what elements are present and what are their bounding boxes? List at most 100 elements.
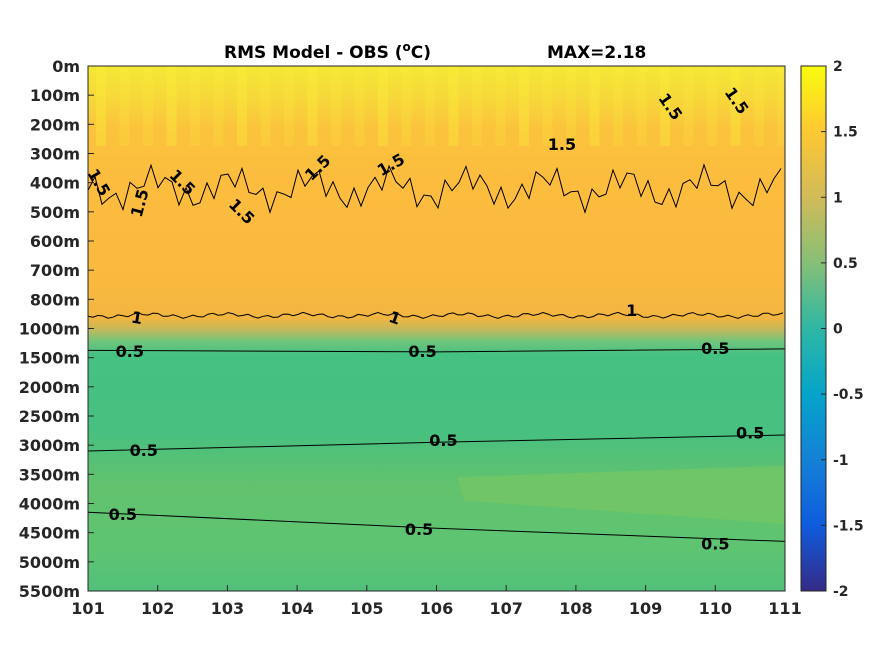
field-streak [401, 66, 412, 146]
colorbar-tick-label: 1 [833, 190, 843, 206]
colorbar-tick-label: -2 [833, 584, 849, 600]
contour-lines [88, 163, 785, 542]
y-tick-label: 5000m [19, 553, 80, 572]
y-tick-label: 300m [30, 145, 80, 164]
x-tick-label: 107 [489, 599, 522, 618]
y-tick-label: 800m [30, 290, 80, 309]
field-streak [425, 66, 435, 146]
field-streak [495, 66, 506, 146]
contour-0.5 [88, 511, 785, 542]
x-tick-label: 109 [629, 599, 662, 618]
contour-label-text: 0.5 [405, 520, 433, 539]
y-tick-label: 4500m [19, 524, 80, 543]
colorbar-tick-label: 0.5 [833, 256, 858, 272]
colorbar-ticks: 2 1.5 1 0.5 0 -0.5 -1 -1.5 -2 [821, 59, 864, 600]
y-axis: 0m 100m 200m 300m 400m 500m 600m 700m 800m 1000m 1… [19, 57, 94, 601]
field-streak [777, 66, 785, 146]
x-tick-label: 104 [280, 599, 313, 618]
field-streak [284, 66, 294, 146]
contour-1.5 [88, 163, 782, 214]
field-streak [260, 66, 271, 146]
x-tick-label: 110 [699, 599, 732, 618]
y-tick-label: 4000m [19, 495, 80, 514]
field-streak [707, 66, 717, 146]
y-tick-label: 1000m [19, 320, 80, 339]
field-streak [96, 66, 106, 146]
y-tick-label: 0m [52, 57, 80, 76]
contour-label: 1.5 [548, 135, 576, 154]
field-streak [378, 66, 388, 146]
field-streak [589, 66, 600, 146]
field-streak [613, 66, 623, 146]
contour-label: 0.5 [405, 520, 433, 539]
y-tick-label: 2500m [19, 407, 80, 426]
contour-0.5 [88, 434, 785, 452]
contour-label-text: 0.5 [408, 342, 436, 361]
field-streak [472, 66, 482, 146]
field-streak [519, 66, 529, 146]
title-text: RMS Model - OBS ( [224, 43, 403, 63]
plot-area [88, 66, 785, 591]
y-tick-label: 500m [30, 203, 80, 222]
colorbar-tick-label: 2 [833, 59, 843, 75]
y-tick-label: 400m [30, 174, 80, 193]
colorbar-tick-label: -0.5 [833, 387, 864, 403]
y-tick-label: 200m [30, 115, 80, 134]
field-streak [636, 66, 647, 146]
field-streak [354, 66, 365, 146]
field-streak [542, 66, 553, 146]
contour-label: 1 [130, 307, 144, 328]
contour-label-text: 0.5 [701, 534, 729, 553]
contour-label-text: 1 [130, 307, 144, 328]
contour-label: 0.5 [116, 342, 144, 361]
colorbar-tick-label: 0 [833, 322, 843, 338]
title-unit-end: C) [411, 43, 431, 63]
contour-label-text: 1.5 [548, 135, 576, 154]
contour-label-text: 0.5 [701, 339, 729, 358]
contour-label: 0.5 [701, 534, 729, 553]
field-patch [457, 465, 785, 524]
contour-0.5 [88, 348, 785, 353]
x-tick-label: 103 [211, 599, 244, 618]
x-tick-label: 108 [559, 599, 592, 618]
y-tick-label: 3500m [19, 465, 80, 484]
contour-label-text: 0.5 [116, 342, 144, 361]
field-streak [660, 66, 670, 146]
x-axis: 101 102 103 104 105 106 107 108 109 110 111 [71, 585, 802, 618]
contour-label-text: 1 [626, 301, 637, 320]
colorbar-tick-label: -1 [833, 453, 849, 469]
field-streak [448, 66, 459, 146]
colorbar: 2 1.5 1 0.5 0 -0.5 -1 -1.5 -2 [800, 59, 864, 600]
field-streak [307, 66, 318, 146]
y-tick-label: 1500m [19, 349, 80, 368]
title-unit-superscript: o [403, 40, 411, 54]
field-streak [166, 66, 177, 146]
contour-label: 0.5 [130, 441, 158, 460]
y-tick-label: 5500m [19, 582, 80, 601]
max-label: MAX=2.18 [547, 43, 646, 63]
field-streak [190, 66, 200, 146]
contour-label: 0.5 [408, 342, 436, 361]
field-streak [683, 66, 694, 146]
colorbar-tick-label: 1.5 [833, 125, 858, 141]
contour-label: 0.5 [109, 505, 137, 524]
y-tick-label: 3000m [19, 436, 80, 455]
contour-label: 1 [626, 301, 637, 320]
y-tick-label: 600m [30, 232, 80, 251]
contour-label-text: 0.5 [736, 424, 764, 443]
contour-label: 0.5 [429, 431, 457, 450]
contour-label-text: 0.5 [130, 441, 158, 460]
y-tick-label: 700m [30, 261, 80, 280]
x-tick-label: 111 [768, 599, 801, 618]
contour-label: 0.5 [701, 339, 729, 358]
field-streak [143, 66, 153, 146]
field-streak [237, 66, 247, 146]
contour-label-text: 0.5 [429, 431, 457, 450]
x-tick-label: 105 [350, 599, 383, 618]
field-streak [566, 66, 576, 146]
field-streak [754, 66, 764, 146]
contour-1.0 [88, 311, 784, 319]
y-tick-label: 100m [30, 86, 80, 105]
x-tick-label: 106 [420, 599, 453, 618]
